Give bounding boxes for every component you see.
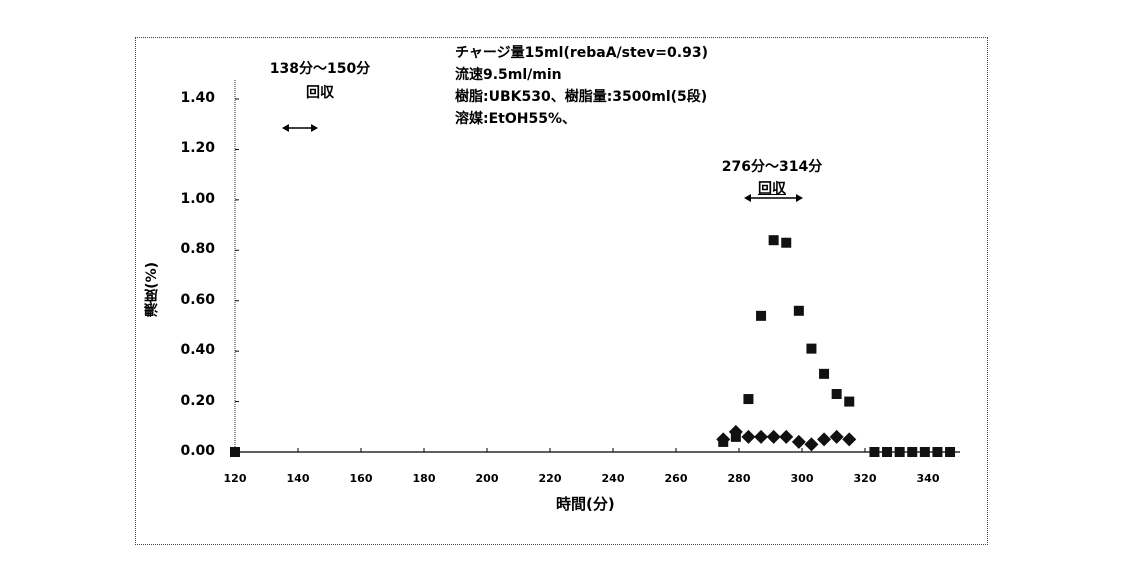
x-tick-label: 120 [215,472,255,485]
data-point-diamond [792,435,806,449]
data-point-diamond [779,430,793,444]
data-point-diamond [830,430,844,444]
x-tick-label: 160 [341,472,381,485]
data-point-diamond [842,432,856,446]
data-point-square [832,389,842,399]
annotation-range-2: 276分～314分 [702,156,842,176]
data-point-square [844,397,854,407]
data-point-square [743,394,753,404]
data-point-square [781,238,791,248]
data-point-square [230,447,240,457]
data-point-square [920,447,930,457]
annotation-recovery-2: 276分～314分 回収 [702,156,842,198]
annotation-range-1: 138分～150分 [250,58,390,78]
y-tick-label: 0.40 [155,342,215,358]
x-tick-label: 320 [845,472,885,485]
data-point-diamond [741,430,755,444]
data-point-square [756,311,766,321]
data-point-diamond [767,430,781,444]
data-point-diamond [804,437,818,451]
y-tick-label: 0.80 [155,241,215,257]
x-tick-label: 200 [467,472,507,485]
note-line-solvent: 溶媒:EtOH55%、 [455,108,708,130]
conditions-note: チャージ量15ml(rebaA/stev=0.93) 流速9.5ml/min 樹… [455,42,708,130]
data-point-square [819,369,829,379]
x-tick-label: 280 [719,472,759,485]
note-line-resin: 樹脂:UBK530、樹脂量:3500ml(5段) [455,86,708,108]
y-tick-label: 1.40 [155,90,215,106]
note-line-flow: 流速9.5ml/min [455,64,708,86]
data-point-square [869,447,879,457]
recovery-arrow-1-head-left [282,124,289,132]
data-point-square [895,447,905,457]
x-tick-label: 260 [656,472,696,485]
y-tick-label: 1.20 [155,140,215,156]
x-tick-label: 180 [404,472,444,485]
x-tick-label: 300 [782,472,822,485]
data-point-square [945,447,955,457]
note-line-charge: チャージ量15ml(rebaA/stev=0.93) [455,42,708,64]
y-tick-label: 0.60 [155,292,215,308]
y-tick-label: 0.00 [155,443,215,459]
recovery-arrow-1-head-right [311,124,318,132]
data-point-square [806,344,816,354]
data-point-diamond [754,430,768,444]
y-tick-label: 0.20 [155,393,215,409]
x-axis-label: 時間(分) [556,493,615,514]
y-tick-label: 1.00 [155,191,215,207]
annotation-label-1: 回収 [250,82,390,102]
x-tick-label: 140 [278,472,318,485]
x-tick-label: 240 [593,472,633,485]
annotation-recovery-1: 138分～150分 回収 [250,58,390,102]
data-point-square [882,447,892,457]
data-point-square [769,235,779,245]
annotation-label-2: 回収 [702,178,842,198]
x-tick-label: 220 [530,472,570,485]
data-point-square [932,447,942,457]
data-point-square [794,306,804,316]
x-tick-label: 340 [908,472,948,485]
y-axis-label: 濃度(%) [142,262,162,317]
data-point-diamond [817,432,831,446]
data-point-square [907,447,917,457]
